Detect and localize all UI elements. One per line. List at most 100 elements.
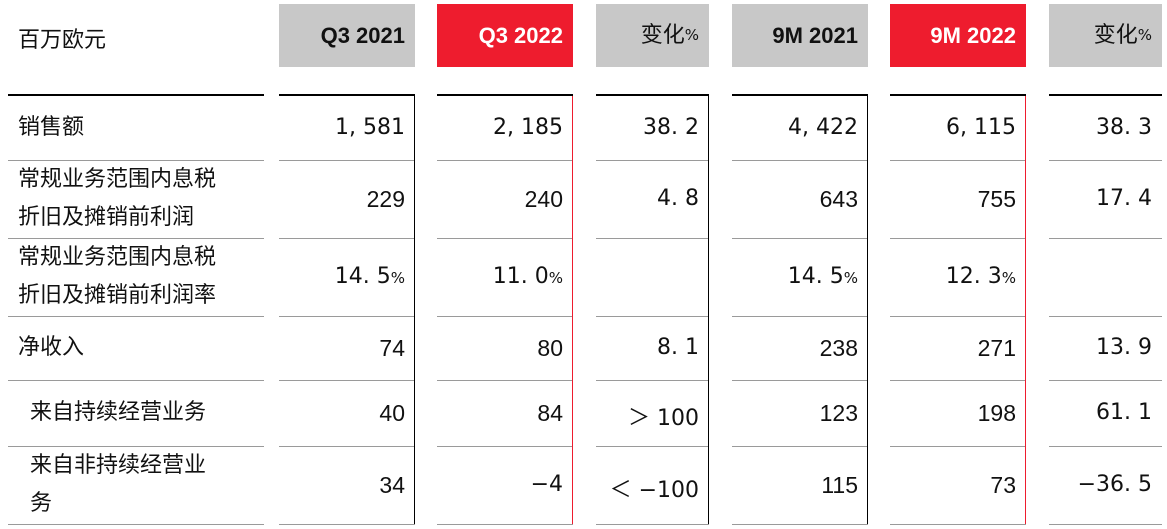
row-divider [732,380,868,381]
table-cell: 14. 5% [732,264,858,289]
column-header: 9M 2021 [732,4,868,67]
row-divider [1049,524,1162,525]
table-cell: 84 [537,400,563,426]
row-divider [890,446,1026,447]
row-divider [279,524,415,525]
column-rule [708,96,709,524]
row-divider [1049,316,1162,317]
table-cell: 13. 9 [1096,335,1152,360]
table-cell: 240 [524,186,563,212]
row-divider [8,316,264,317]
row-label: 常规业务范围内息税 折旧及摊销前利润 [18,161,216,237]
unit-label: 百万欧元 [18,28,107,53]
header-divider [437,94,573,96]
table-cell: 34 [379,472,405,498]
cell-value: 14. 5 [787,264,844,289]
row-divider [437,380,573,381]
table-cell: 4. 8 [657,186,699,211]
table-cell: 14. 5% [279,264,405,289]
row-divider [890,524,1026,525]
column-rule [1025,96,1026,524]
column-header: 9M 2022 [890,4,1026,67]
table-cell: 6, 115 [946,115,1016,140]
table-cell: 11. 0% [437,264,563,289]
column-rule [572,96,573,524]
percent-suffix: % [1001,269,1016,287]
table-cell: 229 [366,186,405,212]
row-label-line: 净收入 [18,335,85,360]
row-label: 来自非持续经营业务 [30,447,206,523]
row-label-line: 常规业务范围内息税 [18,167,217,192]
column-rule [867,96,868,524]
row-divider [1049,446,1162,447]
row-label-line: 来自持续经营业务 [30,400,207,425]
row-label: 净收入 [18,329,84,367]
table-cell: 2, 185 [493,115,563,140]
table-cell: 115 [821,472,858,498]
table-cell: 74 [379,335,405,361]
table-cell: 61. 1 [1096,400,1152,425]
row-divider [279,316,415,317]
row-divider [1049,238,1162,239]
table-cell: 73 [990,472,1016,498]
row-divider [437,446,573,447]
row-label-line: 折旧及摊销前利润率 [18,283,217,308]
row-divider [890,160,1026,161]
column-header: Q3 2022 [437,4,573,67]
row-label-line: 折旧及摊销前利润 [18,205,195,230]
cell-value: 14. 5 [334,264,391,289]
column-header-label: 9M 2021 [772,22,858,48]
row-divider [732,238,868,239]
row-divider [8,238,264,239]
row-label-line: 务 [30,491,53,516]
row-label: 来自持续经营业务 [30,394,206,432]
column-header-label: 9M 2022 [930,22,1016,48]
percent-suffix: % [1137,26,1152,44]
row-divider [279,380,415,381]
row-divider [8,524,264,525]
row-label: 常规业务范围内息税 折旧及摊销前利润率 [18,239,216,315]
table-cell: 38. 2 [643,115,699,140]
row-divider [8,380,264,381]
row-divider [8,446,264,447]
table-cell: 12. 3% [890,264,1016,289]
row-divider [890,316,1026,317]
table-cell: 8. 1 [657,335,699,360]
table-cell: ＞ 100 [628,406,699,431]
table-cell: 198 [977,400,1016,426]
column-header-label: Q3 2022 [478,22,563,48]
table-cell: 643 [819,186,858,212]
percent-suffix: % [684,26,699,44]
row-divider [279,446,415,447]
cell-value: 12. 3 [945,264,1002,289]
row-divider [437,316,573,317]
header-divider [8,94,264,96]
row-divider [596,446,709,447]
row-divider [732,160,868,161]
row-divider [437,160,573,161]
row-divider [279,238,415,239]
row-divider [732,446,868,447]
percent-suffix: % [390,269,405,287]
row-divider [732,316,868,317]
row-label-line: 常规业务范围内息税 [18,245,217,270]
table-cell: 271 [977,335,1016,361]
table-cell: 38. 3 [1096,115,1152,140]
percent-suffix: % [548,269,563,287]
table-cell: 4, 422 [788,115,858,140]
row-divider [279,160,415,161]
row-divider [890,380,1026,381]
row-divider [437,238,573,239]
column-header: Q3 2021 [279,4,415,67]
row-label: 销售额 [18,109,84,147]
table-cell: 80 [537,335,563,361]
row-divider [596,380,709,381]
row-divider [596,238,709,239]
column-header-label: 变化 [640,22,685,48]
column-header: 变化% [1049,4,1162,67]
table-cell: 17. 4 [1096,186,1152,211]
table-cell: −36. 5 [1077,472,1152,497]
table-cell: ＜ −100 [609,478,699,503]
row-divider [1049,380,1162,381]
table-cell: −4 [530,472,563,497]
